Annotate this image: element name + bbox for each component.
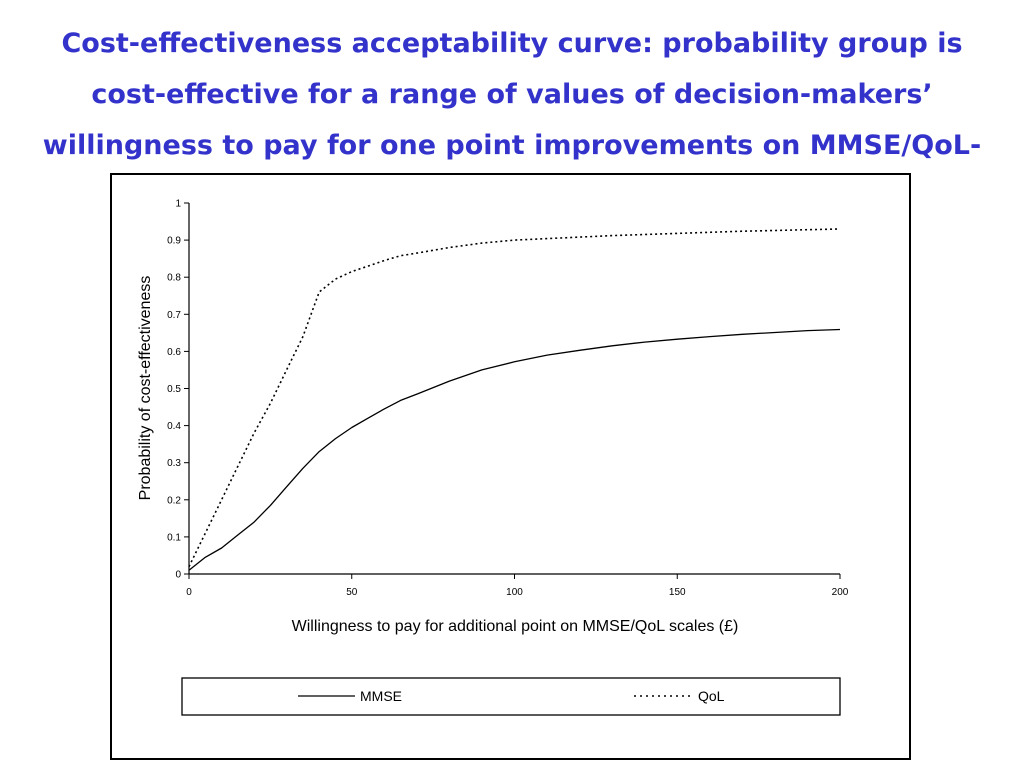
y-tick-label: 0.1 xyxy=(167,532,181,543)
x-ticks: 0 50 100 150 200 xyxy=(186,574,849,598)
y-tick-label: 0.4 xyxy=(167,421,181,432)
legend-mmse-label: MMSE xyxy=(360,688,402,704)
y-tick-label: 0.8 xyxy=(167,273,181,284)
y-tick-label: 0.3 xyxy=(167,458,181,469)
x-tick-label: 150 xyxy=(669,587,686,598)
series-line-mmse xyxy=(188,328,841,571)
y-tick-label: 0.2 xyxy=(167,495,181,506)
legend: MMSE QoL xyxy=(181,677,841,716)
x-tick-label: 100 xyxy=(506,587,523,598)
y-tick-label: 1 xyxy=(175,199,181,210)
x-tick-label: 0 xyxy=(186,587,192,598)
y-ticks: 0 0.1 0.2 0.3 0.4 0.5 0.6 0.7 0.8 0.9 1 xyxy=(167,199,189,581)
y-tick-label: 0.6 xyxy=(167,347,181,358)
x-tick-label: 50 xyxy=(346,587,358,598)
legend-box xyxy=(181,677,841,716)
legend-qol-label: QoL xyxy=(698,688,725,704)
chart-axes xyxy=(188,203,840,575)
y-tick-label: 0 xyxy=(175,570,181,581)
series-line-qol xyxy=(188,228,841,567)
y-tick-label: 0.7 xyxy=(167,310,181,321)
x-axis-label: Willingness to pay for additional point … xyxy=(292,618,739,635)
y-tick-label: 0.5 xyxy=(167,384,181,395)
y-tick-label: 0.9 xyxy=(167,236,181,247)
x-tick-label: 200 xyxy=(832,587,849,598)
chart-svg: 0 0.1 0.2 0.3 0.4 0.5 0.6 0.7 0.8 0.9 1 0 50 100 150 2… xyxy=(137,199,849,716)
series-lines xyxy=(188,228,841,571)
y-axis-label: Probability of cost-effectiveness xyxy=(137,276,154,501)
chart-frame: 0 0.1 0.2 0.3 0.4 0.5 0.6 0.7 0.8 0.9 1 0 50 100 150 2… xyxy=(110,173,911,760)
